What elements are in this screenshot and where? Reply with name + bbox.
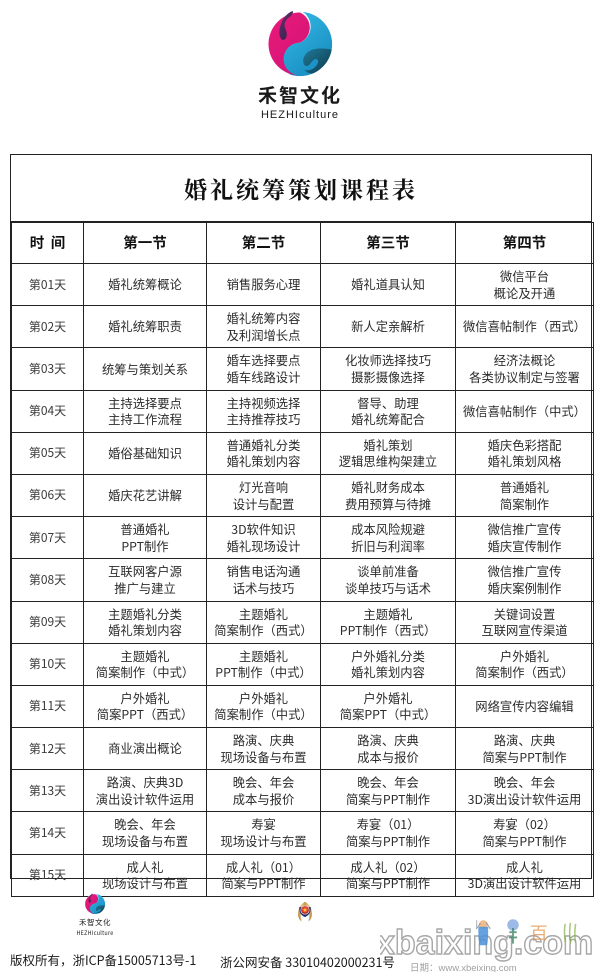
svg-text:百: 百 <box>530 924 548 944</box>
